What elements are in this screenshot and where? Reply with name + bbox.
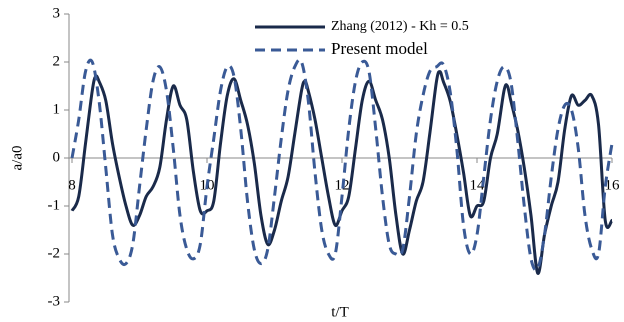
x-tick-label: 16 — [605, 177, 621, 193]
y-tick-label: -2 — [48, 245, 61, 261]
legend-label: Zhang (2012) - Kh = 0.5 — [331, 19, 469, 34]
y-tick-label: 0 — [53, 149, 61, 165]
legend-label: Present model — [331, 39, 428, 58]
y-axis-label: a/a0 — [9, 146, 25, 171]
y-tick-label: -3 — [48, 293, 61, 309]
x-tick-label: 8 — [68, 177, 76, 193]
x-axis-label: t/T — [331, 304, 349, 320]
y-tick-label: 3 — [53, 5, 61, 21]
series-line — [70, 58, 614, 272]
series-line — [70, 70, 614, 275]
y-tick-label: 2 — [53, 53, 61, 69]
y-tick-label: -1 — [48, 197, 61, 213]
y-tick-label: 1 — [53, 101, 61, 117]
x-tick-label: 14 — [470, 177, 486, 193]
